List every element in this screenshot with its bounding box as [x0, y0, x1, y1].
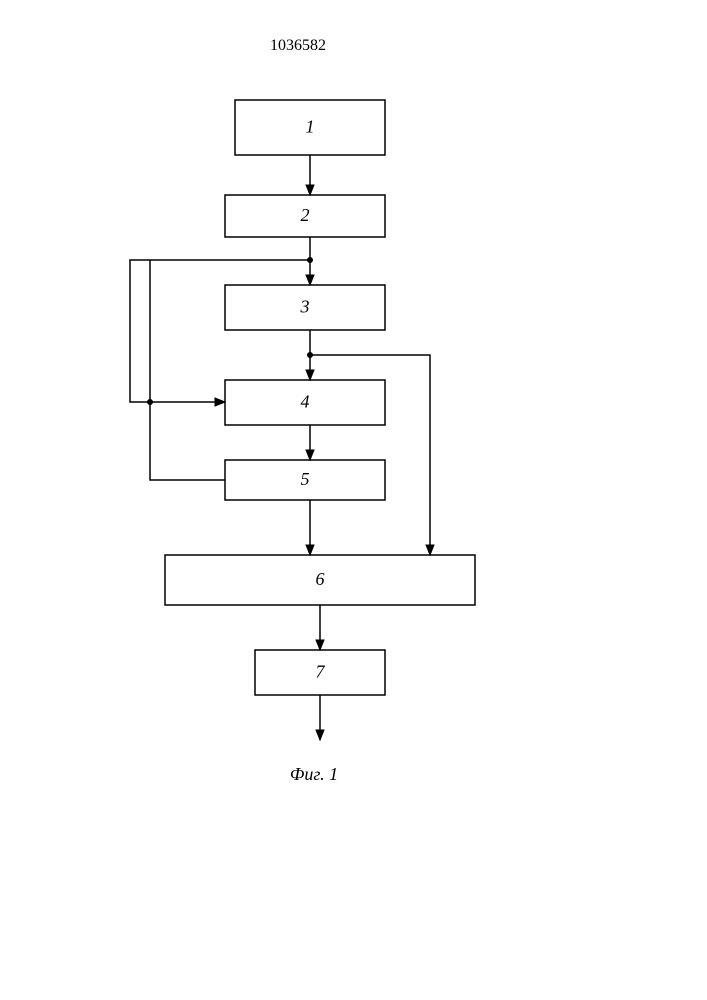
- wire-a67-head: [316, 640, 324, 650]
- block-b7-label: 7: [316, 662, 326, 682]
- wire-tap34to6: [310, 355, 430, 555]
- block-b1-label: 1: [306, 117, 315, 137]
- wire-a45-head: [306, 450, 314, 460]
- junction-0: [307, 257, 313, 263]
- block-b2-label: 2: [301, 205, 310, 225]
- wire-tap34to6-head: [426, 545, 434, 555]
- wire-tap23to4-head: [215, 398, 225, 406]
- block-b5-label: 5: [301, 469, 310, 489]
- block-b3-label: 3: [300, 297, 310, 317]
- junction-2: [147, 399, 153, 405]
- wire-a56-head: [306, 545, 314, 555]
- wire-a34-head: [306, 370, 314, 380]
- block-b4-label: 4: [301, 392, 310, 412]
- doc-number: 1036582: [270, 37, 326, 54]
- wire-tap5toabove3: [150, 260, 225, 480]
- wire-a7out-head: [316, 730, 324, 740]
- block-b6-label: 6: [316, 569, 325, 589]
- figure-caption: Фиг. 1: [290, 764, 338, 784]
- junction-1: [307, 352, 313, 358]
- wire-a23-head: [306, 275, 314, 285]
- wire-a12-head: [306, 185, 314, 195]
